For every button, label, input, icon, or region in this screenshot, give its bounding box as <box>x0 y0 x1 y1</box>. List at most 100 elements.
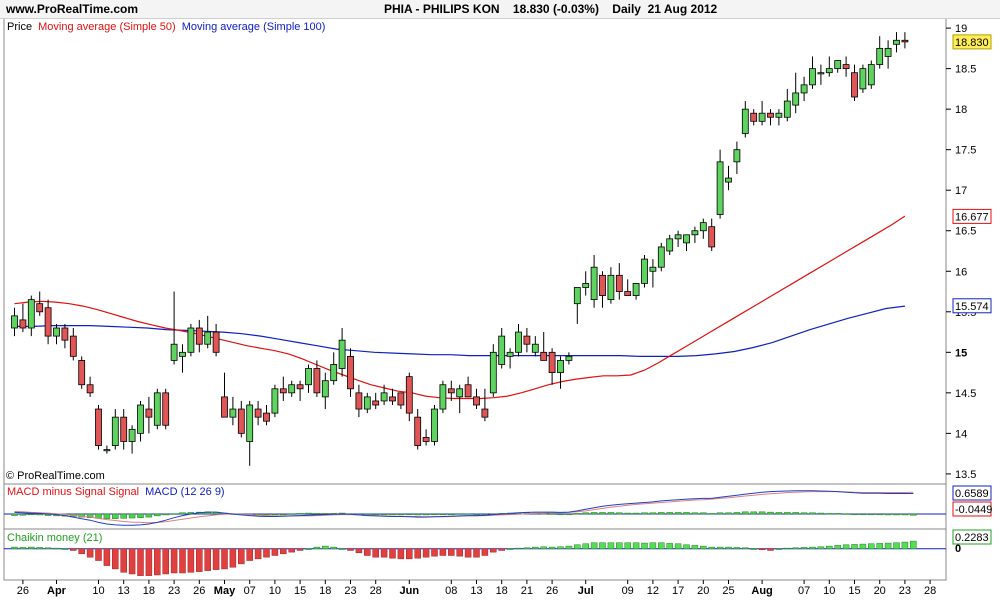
chaikin-bar <box>120 548 127 573</box>
candle <box>590 255 598 308</box>
candle-body <box>422 437 430 442</box>
candle-body <box>515 331 522 353</box>
x-tick-label: 10 <box>92 585 104 597</box>
chart-header: www.ProRealTime.com PHIA - PHILIPS KON 1… <box>0 0 1000 19</box>
chaikin-bar <box>305 548 312 550</box>
price-panel[interactable] <box>3 17 947 485</box>
chaikin-bar <box>742 547 749 550</box>
x-tick-label: 25 <box>722 585 734 597</box>
chaikin-bar <box>548 546 556 550</box>
price-label-box <box>952 298 992 314</box>
candle <box>473 388 480 410</box>
candle <box>767 109 774 126</box>
price-tick-label: 17 <box>955 185 967 197</box>
macd-histogram-bar <box>11 513 18 516</box>
candle-body <box>27 299 35 329</box>
candle <box>61 323 69 349</box>
candle <box>347 348 354 397</box>
candle <box>607 267 615 304</box>
candle <box>137 400 144 442</box>
candle <box>582 271 590 296</box>
chaikin-bar <box>590 542 598 550</box>
chaikin-bar <box>86 548 94 558</box>
chaikin-bar <box>19 547 27 550</box>
candle-body <box>61 327 69 341</box>
macd-histogram-bar <box>86 513 94 518</box>
legend-macd: MACD (12 26 9) <box>145 486 224 498</box>
candle-body <box>708 226 716 248</box>
candle-body <box>842 64 850 70</box>
macd-histogram-bar <box>557 513 564 516</box>
chaikin-bar <box>599 542 606 550</box>
candle-body <box>741 108 749 134</box>
chaikin-bar <box>632 542 640 550</box>
candle <box>834 60 842 73</box>
chaikin-bar <box>851 544 858 550</box>
candle-body <box>557 360 564 373</box>
candle <box>515 323 522 357</box>
candle <box>170 291 178 365</box>
chaikin-bar <box>515 547 522 550</box>
chaikin-bar <box>372 548 379 558</box>
chaikin-bar <box>574 544 581 550</box>
candle-body <box>531 343 539 353</box>
candle <box>338 328 346 377</box>
price-tick-label: 18.5 <box>955 64 976 76</box>
chaikin-bar <box>53 547 60 550</box>
macd-histogram-bar <box>422 513 430 516</box>
chaikin-bar <box>683 544 690 550</box>
x-tick-label: Aug <box>751 585 772 597</box>
candle <box>128 425 136 454</box>
chaikin-bar <box>196 548 203 572</box>
macd-histogram-bar <box>473 513 480 516</box>
chaikin-bar <box>876 543 883 550</box>
x-tick-label: May <box>214 585 236 597</box>
candle <box>69 328 77 361</box>
candle-body <box>389 396 396 402</box>
candle <box>162 388 170 430</box>
chaikin-bar <box>95 548 102 561</box>
candle <box>674 230 682 247</box>
chaikin-bar <box>473 548 480 558</box>
candle <box>859 64 867 93</box>
brand-link[interactable]: www.ProRealTime.com <box>6 2 139 16</box>
macd-histogram-bar <box>389 513 396 516</box>
chaikin-label-text: 0.2283 <box>955 532 989 544</box>
candle <box>330 352 338 385</box>
chaikin-bar <box>456 548 463 557</box>
candle <box>246 400 254 466</box>
macd-histogram-bar <box>36 513 43 516</box>
macd-histogram-bar <box>280 513 287 516</box>
macd-histogram-bar <box>859 513 867 516</box>
chaikin-bar <box>506 548 514 550</box>
chaikin-bar <box>481 548 489 556</box>
macd-legend: MACD minus Signal Signal MACD (12 26 9) <box>7 486 225 498</box>
x-tick-label: 18 <box>496 585 508 597</box>
macd-histogram-bar <box>145 513 153 518</box>
candle-body <box>809 68 816 86</box>
chaikin-bar <box>464 548 472 558</box>
candle-body <box>599 274 606 296</box>
candle <box>481 388 489 422</box>
candle-body <box>884 47 892 57</box>
chaikin-bar <box>204 548 211 571</box>
chaikin-bar <box>859 543 867 550</box>
x-tick-label: Jun <box>400 585 420 597</box>
macd-histogram-bar <box>893 513 900 516</box>
macd-histogram-bar <box>775 512 783 515</box>
chaikin-bar <box>725 546 732 550</box>
candle-body <box>666 238 674 252</box>
chaikin-bar <box>364 548 371 556</box>
x-tick-label: 09 <box>622 585 634 597</box>
candle-body <box>624 291 632 296</box>
macd-histogram-bar <box>305 512 312 515</box>
candle <box>893 32 900 53</box>
candle-body <box>313 368 321 394</box>
candle-body <box>296 384 304 390</box>
candle <box>254 400 262 426</box>
x-tick-label: 23 <box>168 585 180 597</box>
candle <box>120 409 128 450</box>
legend-chaikin: Chaikin money (21) <box>7 532 102 544</box>
price-tick-label: 14.5 <box>955 388 976 400</box>
candle <box>195 319 203 353</box>
